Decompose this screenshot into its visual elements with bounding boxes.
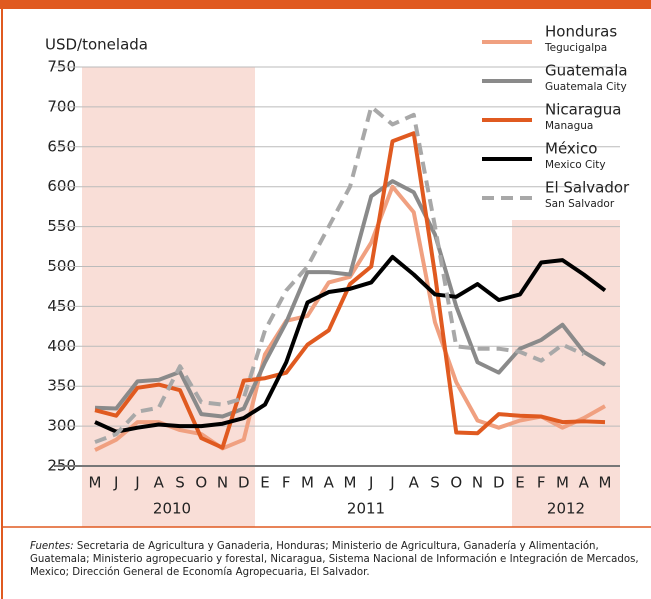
x-tick-label: A [154,474,165,492]
series-line [94,104,585,444]
year-label: 2011 [347,500,385,518]
source-label: Fuentes: [30,541,74,552]
x-tick-label: M [301,474,314,492]
series-line [94,254,607,434]
legend-city: Guatemala City [545,81,627,93]
source-text: Secretaria de Agricultura y Ganaderia, H… [30,541,639,578]
x-tick-label: E [260,474,269,492]
shade-2012 [512,220,620,527]
legend-name: El Salvador [545,179,630,197]
x-tick-label: M [599,474,612,492]
x-tick-label: S [430,474,440,492]
legend-city: Managua [545,120,593,132]
x-tick-label: A [324,474,335,492]
year-label: 2012 [547,500,585,518]
x-tick-label: J [113,474,118,492]
year-label: 2010 [153,500,191,518]
x-tick-label: D [493,474,505,492]
legend-city: Tegucigalpa [544,42,607,54]
x-tick-label: J [389,474,394,492]
top-bar [0,0,651,9]
x-tick-label: A [579,474,590,492]
x-tick-label: F [282,474,291,492]
legend-city: Mexico City [545,159,606,171]
x-tick-label: M [89,474,102,492]
x-tick-label: D [238,474,250,492]
legend-name: México [545,140,597,158]
x-tick-label: F [537,474,546,492]
legend-city: San Salvador [545,198,615,210]
legend-name: Honduras [545,23,617,41]
y-axis-label: USD/tonelada [45,36,148,54]
series-line [94,131,606,450]
source-note: Fuentes: Secretaria de Agricultura y Gan… [30,540,642,579]
x-tick-label: N [472,474,483,492]
x-tick-label: M [344,474,357,492]
x-tick-label: J [368,474,373,492]
x-tick-label: N [217,474,228,492]
x-tick-label: E [515,474,524,492]
x-tick-label: O [195,474,207,492]
x-tick-label: J [134,474,139,492]
x-tick-label: O [450,474,462,492]
x-tick-label: A [409,474,420,492]
x-tick-label: S [175,474,185,492]
shade-2010 [82,67,255,527]
series-line [94,184,606,452]
legend-name: Nicaragua [545,101,621,119]
x-tick-label: M [556,474,569,492]
legend-name: Guatemala [545,62,628,80]
series-line [94,179,607,419]
